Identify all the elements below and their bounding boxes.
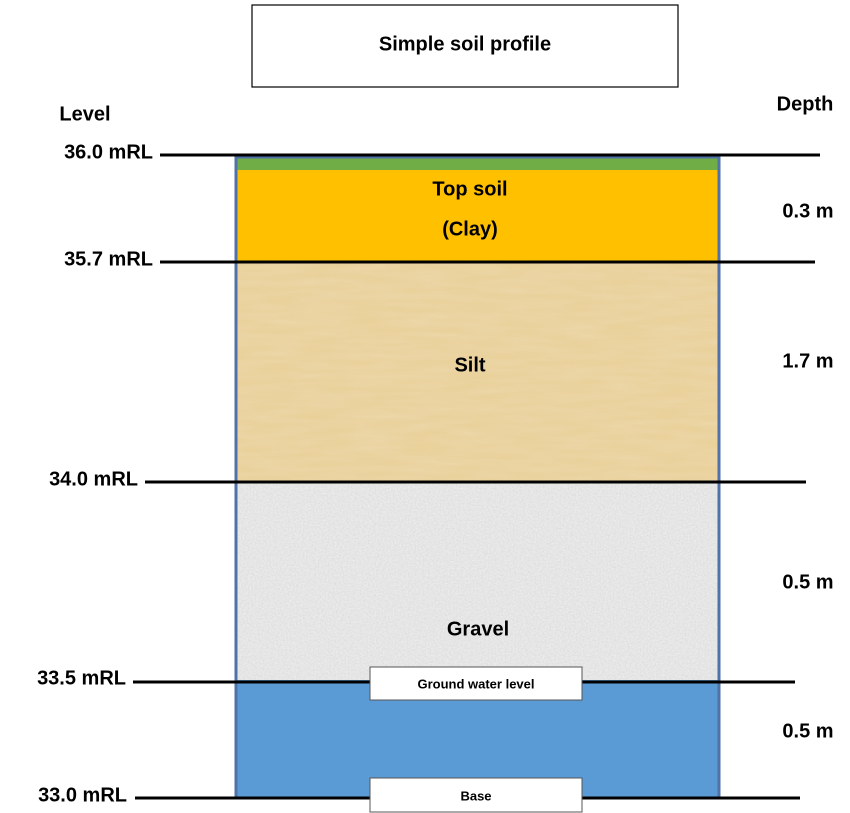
level-label: 34.0 mRL <box>49 468 138 490</box>
level-label: 33.0 mRL <box>38 784 127 806</box>
level-label: 35.7 mRL <box>64 248 153 270</box>
layer-label: Gravel <box>447 618 509 640</box>
depth-label: 0.3 m <box>782 200 833 222</box>
layer-label: Top soil <box>432 178 507 200</box>
gravel-texture <box>236 482 719 680</box>
depth-label: 0.5 m <box>782 571 833 593</box>
depth-label: 1.7 m <box>782 350 833 372</box>
depth-label: 0.5 m <box>782 720 833 742</box>
title-box <box>251 4 679 88</box>
top-soil-layer <box>236 170 719 262</box>
marker-label: Ground water level <box>417 676 534 691</box>
depth-heading: Depth <box>777 93 834 115</box>
level-label: 36.0 mRL <box>64 141 153 163</box>
marker-box <box>369 777 583 813</box>
layer-label: Silt <box>454 354 485 376</box>
layer-label: (Clay) <box>442 218 498 240</box>
level-label: 33.5 mRL <box>37 667 126 689</box>
silt-texture <box>236 262 719 482</box>
marker-box <box>369 666 583 701</box>
level-heading: Level <box>59 103 110 125</box>
grass-strip <box>236 157 719 170</box>
marker-label: Base <box>460 788 491 803</box>
title: Simple soil profile <box>379 33 551 55</box>
